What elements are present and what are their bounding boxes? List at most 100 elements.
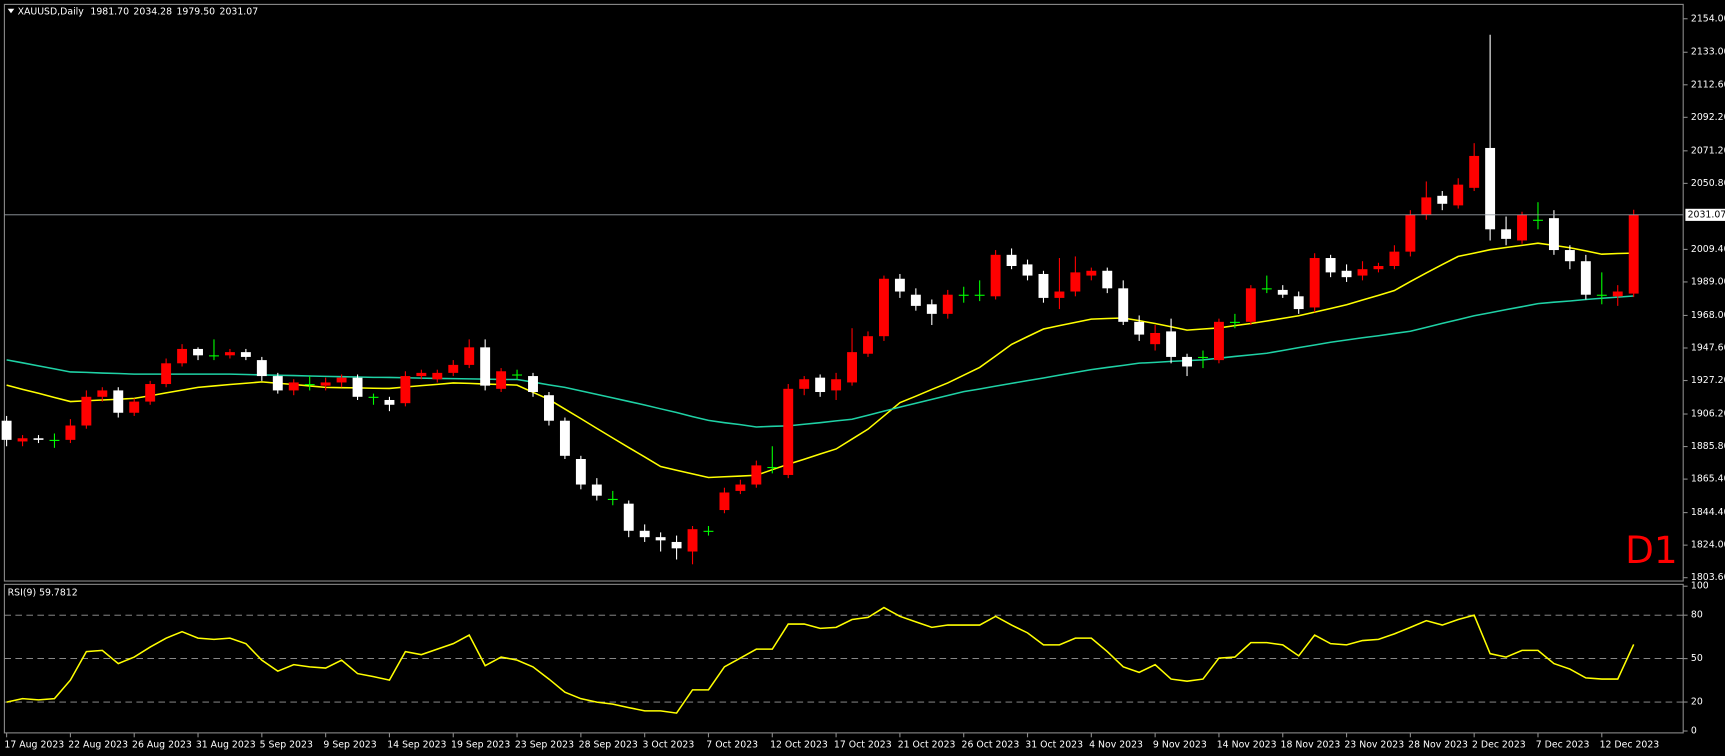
candle-body [1548, 218, 1559, 251]
candle-body [1564, 250, 1575, 262]
candle-body [958, 294, 969, 296]
candle-body [81, 396, 92, 426]
timeframe-label: D1 [1625, 528, 1678, 572]
y-tick-label: 20 [1691, 697, 1703, 708]
candle-body [1325, 258, 1336, 273]
y-tick-label: 1844.40 [1691, 507, 1725, 518]
indicator-line [6, 606, 1635, 714]
y-tick-label: 0 [1691, 726, 1697, 737]
candle-body [863, 336, 873, 354]
candle-body [240, 352, 251, 357]
candle-body [161, 363, 172, 385]
candle-body [799, 379, 810, 389]
candle-body [1006, 254, 1017, 266]
candle-body [1596, 294, 1607, 296]
y-tick-label: 2050.80 [1691, 178, 1725, 189]
y-tick-label: 80 [1691, 610, 1703, 621]
x-tick-label: 14 Nov 2023 [1217, 739, 1277, 750]
candle-body [1357, 269, 1368, 276]
last-price-label: 2031.07 [1688, 209, 1725, 220]
ohlc-high: 2034.28 [133, 6, 172, 17]
candle-body [384, 399, 395, 405]
y-tick-label: 1824.00 [1691, 540, 1725, 551]
candle-body [193, 348, 203, 356]
x-tick-label: 3 Oct 2023 [642, 739, 694, 750]
candle-body [1150, 332, 1161, 345]
candle-body [1405, 214, 1416, 252]
candle-body [528, 376, 538, 393]
candle-body [1038, 273, 1049, 298]
y-tick-label: 2071.20 [1691, 145, 1725, 156]
x-tick-label: 12 Dec 2023 [1600, 739, 1660, 750]
candle-body [1070, 272, 1081, 292]
candle-body [1453, 184, 1464, 206]
candle-body [735, 484, 746, 491]
candle-body [304, 384, 315, 386]
y-tick-label: 2112.60 [1691, 79, 1725, 90]
x-tick-label: 22 Aug 2023 [68, 739, 128, 750]
candle-body [432, 372, 443, 380]
candle-body [639, 530, 650, 538]
candle-body [607, 498, 618, 500]
candle-body [767, 466, 778, 469]
candle-body [1341, 270, 1352, 278]
candle-body [1517, 214, 1527, 241]
candle-body [49, 439, 60, 441]
y-tick-label: 1927.20 [1691, 375, 1725, 386]
candle-body [209, 355, 219, 357]
candle-body [1437, 195, 1448, 204]
x-tick-label: 7 Dec 2023 [1536, 739, 1590, 750]
candle-body [942, 294, 953, 314]
candle-body [751, 465, 762, 485]
x-tick-label: 4 Nov 2023 [1089, 739, 1143, 750]
candle-body [1245, 288, 1256, 322]
candle-body [145, 384, 156, 402]
x-tick-label: 19 Sep 2023 [451, 739, 510, 750]
candle-body [990, 254, 1001, 297]
candle-body [1277, 289, 1288, 295]
candle-body [1309, 258, 1320, 308]
ohlc-low: 1979.50 [176, 6, 215, 17]
x-tick-label: 7 Oct 2023 [706, 739, 758, 750]
candle-body [831, 379, 842, 391]
candle-body [879, 278, 889, 337]
candle-body [448, 364, 459, 373]
candle-body [1421, 197, 1432, 215]
y-tick-label: 100 [1691, 581, 1709, 592]
candle-body [703, 530, 714, 532]
y-tick-label: 1803.60 [1691, 572, 1725, 583]
candle-body [177, 348, 188, 364]
candle-body [591, 484, 602, 496]
candle-body [288, 382, 299, 391]
x-tick-label: 17 Aug 2023 [4, 739, 64, 750]
candle-body [512, 374, 523, 376]
y-tick-label: 1865.40 [1691, 474, 1725, 485]
candle-body [33, 438, 44, 440]
candle-body [65, 425, 76, 440]
candle-body [464, 347, 475, 365]
candle-body [496, 371, 507, 389]
chart-title: XAUUSD,Daily [18, 6, 85, 17]
candle-body [671, 541, 682, 549]
candle-body [783, 388, 794, 475]
y-tick-label: 1885.80 [1691, 441, 1725, 452]
x-tick-label: 31 Aug 2023 [196, 739, 256, 750]
ohlc-close: 2031.07 [220, 6, 259, 17]
candle-body [1, 420, 12, 440]
chart-header: XAUUSD,Daily 1981.70 2034.28 1979.50 2031.07 [18, 6, 259, 17]
candle-body [1501, 229, 1512, 239]
candle-body [272, 376, 283, 391]
candle-body [1054, 291, 1065, 298]
candle-body [129, 401, 140, 413]
candle-body [1102, 270, 1113, 289]
x-tick-label: 26 Aug 2023 [132, 739, 192, 750]
candle-body [113, 390, 124, 413]
candle-body [719, 492, 730, 511]
y-tick-label: 1947.60 [1691, 342, 1725, 353]
candle-body [1580, 261, 1591, 295]
x-tick-label: 21 Oct 2023 [898, 739, 956, 750]
y-tick-label: 2092.20 [1691, 112, 1725, 123]
